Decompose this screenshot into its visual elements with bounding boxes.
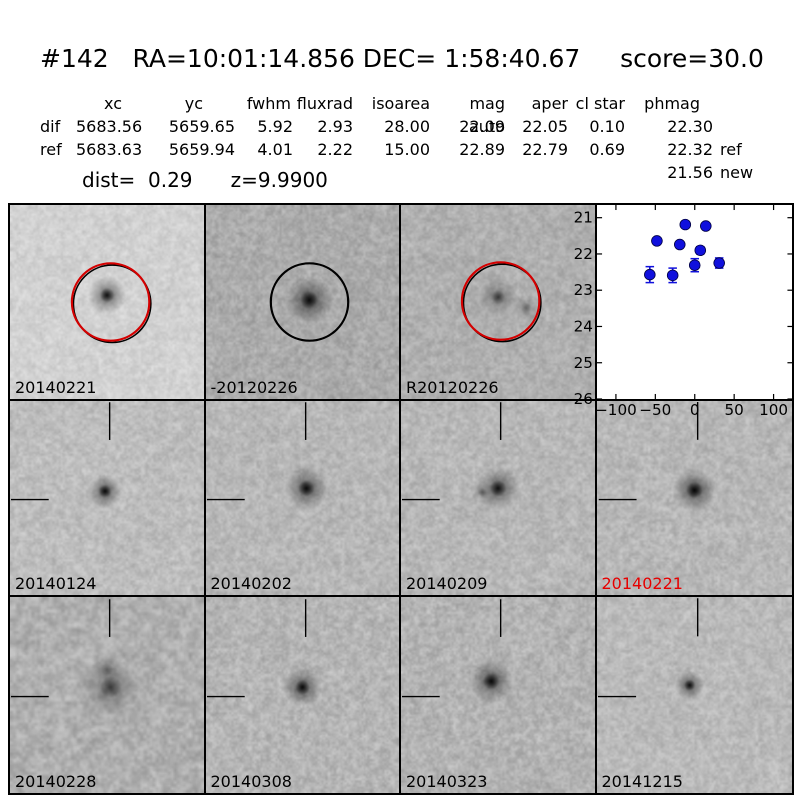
svg-text:100: 100 <box>759 401 788 419</box>
svg-text:−50: −50 <box>639 401 671 419</box>
cutout-image <box>10 597 204 793</box>
col-header-phmag: phmag <box>644 94 700 113</box>
cutout-date-label: 20141215 <box>601 772 683 791</box>
crosshair-ticks-overlay <box>11 402 111 501</box>
svg-text:50: 50 <box>724 401 743 419</box>
svg-text:−100: −100 <box>595 401 637 419</box>
ref-fwhm: 4.01 <box>257 140 293 159</box>
cutout-epoch-20140202: 20140202 <box>205 401 401 597</box>
cutout-image <box>205 401 399 595</box>
row-label-dif: dif <box>40 117 61 136</box>
col-header-fluxrad: fluxrad <box>296 94 353 113</box>
cutout-date-label: 20140228 <box>15 772 97 791</box>
dif-isoarea: 28.00 <box>384 117 430 136</box>
cutout-image <box>401 597 595 793</box>
cutout-date-label: 20140124 <box>15 574 97 593</box>
row-label-ref: ref <box>40 140 62 159</box>
cutout-epoch-20141215: 20141215 <box>596 597 792 793</box>
svg-text:24: 24 <box>573 318 592 336</box>
svg-text:23: 23 <box>573 281 592 299</box>
cutout-date-label: 20140209 <box>406 574 488 593</box>
cutout-image <box>596 401 792 595</box>
cutout-new-20140221: 20140221 <box>10 205 206 401</box>
ref-cl-star: 0.69 <box>589 140 625 159</box>
cutout-image <box>401 205 595 399</box>
dif-fluxrad: 2.93 <box>317 117 353 136</box>
cutout-image <box>10 401 204 595</box>
ref-phmag-suffix: ref <box>720 140 742 159</box>
photometry-header-row: xc yc fwhm fluxrad isoarea mag auto aper… <box>40 92 763 136</box>
crosshair-ticks-overlay <box>11 599 111 698</box>
cutout-image <box>10 205 204 399</box>
col-header-xc: xc <box>104 94 122 113</box>
dif-phmag: 22.30 <box>667 117 713 136</box>
col-header-isoarea: isoarea <box>371 94 430 113</box>
dif-yc: 5659.65 <box>168 117 235 136</box>
cutout-ref-R20120226: R20120226 <box>401 205 597 401</box>
new-phmag: 21.56 <box>667 163 713 182</box>
aperture-circle-overlay <box>460 261 542 343</box>
cutout-date-label: 20140308 <box>210 772 292 791</box>
aperture-circle-overlay <box>269 262 349 342</box>
cutout-epoch-20140221-highlighted: 20140221 <box>596 401 792 597</box>
cutout-date-label: R20120226 <box>406 378 499 397</box>
light-curve-chart: −100 −50 0 50 100 21 22 23 24 25 26 <box>573 205 792 419</box>
ref-xc: 5683.63 <box>76 140 143 159</box>
cutout-epoch-20140308: 20140308 <box>205 597 401 793</box>
new-phmag-suffix: new <box>720 163 754 182</box>
col-header-yc: yc <box>184 94 203 113</box>
cutout-image <box>205 597 399 793</box>
candidate-title: #142 RA=10:01:14.856 DEC= 1:58:40.67 sco… <box>40 44 764 73</box>
crosshair-ticks-overlay <box>598 402 698 501</box>
cutout-date-label: 20140202 <box>210 574 292 593</box>
cutout-image <box>205 205 399 399</box>
crosshair-ticks-overlay <box>402 402 502 501</box>
cutout-epoch-20140228: 20140228 <box>10 597 206 793</box>
photometry-table: xc yc fwhm fluxrad isoarea mag auto aper… <box>40 92 763 184</box>
col-header-mag-auto: mag auto <box>468 94 505 136</box>
dif-aper: 22.05 <box>522 117 568 136</box>
light-curve-plot: −100 −50 0 50 100 21 22 23 24 25 26 <box>573 205 792 419</box>
photometry-row-ref: ref 5683.63 5659.94 4.01 2.22 15.00 22.8… <box>40 138 763 161</box>
photometry-row-new-mag: 21.56 new <box>40 161 763 184</box>
cutout-image <box>596 597 792 793</box>
ref-aper: 22.79 <box>522 140 568 159</box>
col-header-aper: aper <box>531 94 568 113</box>
aperture-circle-overlay <box>70 262 152 344</box>
svg-text:21: 21 <box>573 209 592 227</box>
ref-yc: 5659.94 <box>168 140 235 159</box>
dif-cl-star: 0.10 <box>589 117 625 136</box>
dif-phmag-suffix <box>713 115 763 138</box>
svg-text:22: 22 <box>573 245 592 263</box>
crosshair-ticks-overlay <box>402 599 502 698</box>
dif-mag-auto: 22.09 <box>459 117 505 136</box>
svg-text:26: 26 <box>573 390 592 408</box>
crosshair-ticks-overlay <box>206 402 306 501</box>
crosshair-ticks-overlay <box>206 599 306 698</box>
cutout-date-label: -20120226 <box>210 378 298 397</box>
ref-mag-auto: 22.89 <box>459 140 505 159</box>
cutout-ref--20120226: -20120226 <box>205 205 401 401</box>
ref-fluxrad: 2.22 <box>317 140 353 159</box>
cutout-date-label: 20140323 <box>406 772 488 791</box>
col-header-cl-star: cl star <box>575 94 625 113</box>
dist-z-line: dist= 0.29 z=9.9900 <box>82 168 328 192</box>
crosshair-ticks-overlay <box>597 598 698 698</box>
photometry-row-dif: dif 5683.56 5659.65 5.92 2.93 28.00 22.0… <box>40 115 763 138</box>
cutout-grid: 20140221 -20120226 R20120226 −100 −50 0 50 1… <box>8 203 794 795</box>
cutout-epoch-20140124: 20140124 <box>10 401 206 597</box>
cutout-date-label: 20140221 <box>15 378 97 397</box>
cutout-epoch-20140209: 20140209 <box>401 401 597 597</box>
cutout-epoch-20140323: 20140323 <box>401 597 597 793</box>
dif-fwhm: 5.92 <box>257 117 293 136</box>
svg-text:0: 0 <box>689 401 699 419</box>
ref-phmag: 22.32 <box>667 140 713 159</box>
cutout-image <box>401 401 595 595</box>
ref-isoarea: 15.00 <box>384 140 430 159</box>
col-header-fwhm: fwhm <box>246 94 291 113</box>
cutout-date-label: 20140221 <box>601 574 683 593</box>
svg-text:25: 25 <box>573 354 592 372</box>
dif-xc: 5683.56 <box>76 117 143 136</box>
